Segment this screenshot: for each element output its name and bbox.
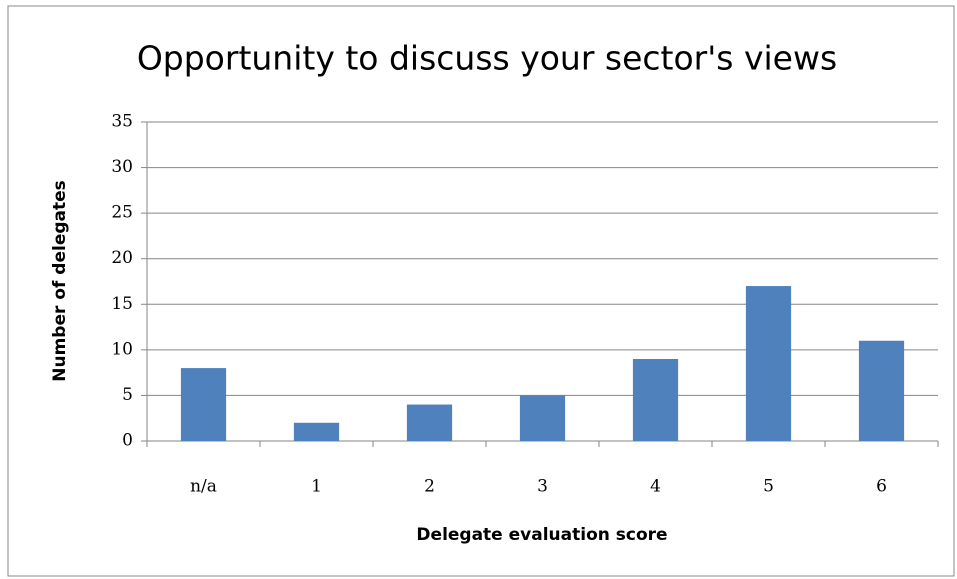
y-tick-label: 10 (111, 339, 133, 359)
x-tick-label: 5 (763, 477, 774, 497)
y-tick-label: 15 (111, 294, 133, 314)
x-tick-label: 6 (876, 477, 887, 497)
x-axis-label: Delegate evaluation score (416, 525, 667, 545)
chart-border (7, 5, 955, 577)
y-tick-label: 0 (122, 431, 133, 451)
y-tick-label: 20 (111, 248, 133, 268)
bar (745, 286, 792, 441)
y-tick-label: 25 (111, 203, 133, 223)
bar (519, 395, 566, 441)
bar (180, 368, 227, 441)
y-axis-label: Number of delegates (50, 180, 70, 382)
y-tick-label: 30 (111, 157, 133, 177)
x-tick-label: n/a (190, 477, 217, 497)
x-tick-label: 1 (311, 477, 322, 497)
bar (293, 422, 340, 441)
y-tick-label: 35 (111, 112, 133, 132)
chart-title: Opportunity to discuss your sector's vie… (137, 39, 837, 78)
y-tick-label: 5 (122, 385, 133, 405)
x-tick-label: 3 (537, 477, 548, 497)
bar (406, 404, 453, 441)
x-tick-label: 2 (424, 477, 435, 497)
bar (632, 358, 679, 441)
bar (858, 340, 905, 441)
x-tick-label: 4 (650, 477, 661, 497)
